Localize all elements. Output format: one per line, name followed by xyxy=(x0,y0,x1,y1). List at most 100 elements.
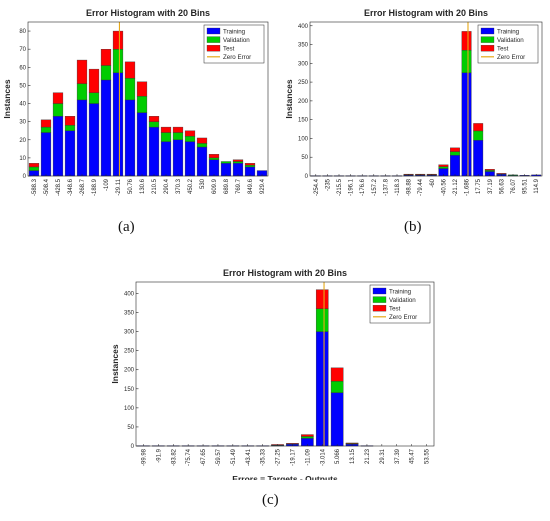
x-tick-label: -19.17 xyxy=(290,448,296,466)
bar-validation-1 xyxy=(40,126,52,133)
bar-test-14 xyxy=(196,137,208,144)
bar-validation-13 xyxy=(184,135,196,142)
bar-test-8 xyxy=(124,61,136,79)
x-tick-label: 769.7 xyxy=(236,178,242,194)
x-tick-label: -348.6 xyxy=(68,178,74,196)
legend-label: Training xyxy=(223,28,246,35)
histogram-chart-a: Error Histogram with 20 Bins Instances 0 10… xyxy=(2,8,269,196)
x-tick-label: 929.4 xyxy=(260,178,266,194)
bar-validation-8 xyxy=(124,77,136,101)
x-tick-label: -21.12 xyxy=(453,178,459,196)
x-tick-label: 76.07 xyxy=(511,178,517,194)
bar-validation-13 xyxy=(330,380,344,393)
legend-label: Test xyxy=(497,46,509,53)
bar-test-12 xyxy=(450,147,460,152)
bar-test-12 xyxy=(172,126,184,133)
bar-test-14 xyxy=(345,442,359,444)
x-tick-label: 849.6 xyxy=(248,178,254,194)
plot-frame xyxy=(27,21,269,177)
x-tick-label: -588.3 xyxy=(32,178,38,196)
bar-test-4 xyxy=(76,59,88,84)
bar-training-1 xyxy=(40,132,52,177)
bar-test-5 xyxy=(88,68,100,93)
y-tick-label: 60 xyxy=(19,65,26,71)
bar-test-11 xyxy=(438,164,449,167)
y-tick-label: 250 xyxy=(298,80,309,86)
y-tick-label: 50 xyxy=(301,155,308,161)
bar-test-12 xyxy=(315,289,329,309)
x-tick-label: 45.47 xyxy=(410,448,416,464)
x-tick-label: -196.1 xyxy=(349,178,355,196)
chart-title: Error Histogram with 20 Bins xyxy=(364,8,488,18)
bar-test-16 xyxy=(496,173,507,175)
x-tick-label: 370.3 xyxy=(176,178,182,194)
legend-swatch-validation xyxy=(480,36,495,43)
bar-test-0 xyxy=(28,163,40,168)
x-tick-label: 130.6 xyxy=(140,178,146,194)
plot-frame xyxy=(135,281,435,447)
legend-swatch-training xyxy=(206,27,221,35)
bar-validation-11 xyxy=(301,436,314,439)
x-tick-label: 114.9 xyxy=(534,178,540,193)
x-tick-label: 29.31 xyxy=(380,448,386,464)
y-tick-label: 400 xyxy=(298,24,309,30)
y-tick-label: 400 xyxy=(124,291,135,297)
bar-validation-0 xyxy=(28,166,40,171)
bar-training-9 xyxy=(136,112,148,177)
x-tick-label: -98.88 xyxy=(407,178,413,196)
bar-validation-11 xyxy=(160,132,172,142)
bar-training-8 xyxy=(124,99,136,177)
caption-b: (b) xyxy=(404,219,422,235)
x-tick-label: 50.76 xyxy=(128,178,134,194)
bar-training-10 xyxy=(148,126,160,177)
bar-validation-17 xyxy=(232,161,244,164)
x-tick-label: -3.014 xyxy=(320,448,326,466)
bar-validation-4 xyxy=(76,83,88,101)
bar-validation-5 xyxy=(88,92,100,104)
histogram-panel-b: Error Histogram with 20 Bins Instances 0 50… xyxy=(282,0,550,200)
histogram-chart-b: Error Histogram with 20 Bins Instances 0 50… xyxy=(284,8,543,196)
bar-training-6 xyxy=(100,79,112,177)
legend-swatch-training xyxy=(372,287,387,295)
bar-training-2 xyxy=(52,116,64,177)
bar-validation-11 xyxy=(438,166,449,169)
bar-training-14 xyxy=(196,146,208,177)
x-tick-label: 13.15 xyxy=(350,448,356,464)
bar-training-12 xyxy=(172,139,184,177)
bar-test-17 xyxy=(232,159,244,162)
x-tick-label: 290.4 xyxy=(164,178,170,194)
y-tick-label: 200 xyxy=(298,99,309,105)
histogram-panel-a: Error Histogram with 20 Bins Instances 0 10… xyxy=(0,0,280,200)
x-tick-label: -27.25 xyxy=(276,448,282,466)
bar-training-7 xyxy=(112,72,124,177)
legend-swatch-test xyxy=(372,305,387,312)
legend-swatch-test xyxy=(480,45,495,52)
bar-test-6 xyxy=(100,49,112,66)
legend-label: Validation xyxy=(223,37,250,44)
y-axis-label: Instances xyxy=(284,79,294,118)
x-tick-label: 21.23 xyxy=(365,448,371,464)
legend-label: Validation xyxy=(497,37,524,44)
y-tick-label: 350 xyxy=(298,43,309,49)
bar-training-12 xyxy=(315,331,329,447)
x-tick-label: -43.41 xyxy=(246,448,252,466)
legend-label: Test xyxy=(389,306,401,313)
y-tick-label: 150 xyxy=(298,118,309,124)
bar-test-10 xyxy=(286,443,299,445)
x-tick-label: 53.55 xyxy=(425,448,431,464)
y-tick-label: 350 xyxy=(124,311,135,317)
x-tick-label: 37.19 xyxy=(488,178,494,194)
bar-validation-12 xyxy=(172,132,184,140)
x-tick-label: 17.75 xyxy=(476,178,482,194)
y-axis-label: Instances xyxy=(110,344,120,383)
x-tick-label: -11.09 xyxy=(305,448,311,465)
y-tick-label: 300 xyxy=(124,330,135,336)
x-tick-label: -99.98 xyxy=(141,448,147,466)
x-tick-label: -29.11 xyxy=(116,178,122,195)
bar-validation-15 xyxy=(208,157,220,160)
bar-test-2 xyxy=(52,92,64,104)
bar-validation-7 xyxy=(112,49,124,73)
bar-validation-13 xyxy=(461,49,472,73)
legend-label: Zero Error xyxy=(223,54,251,61)
